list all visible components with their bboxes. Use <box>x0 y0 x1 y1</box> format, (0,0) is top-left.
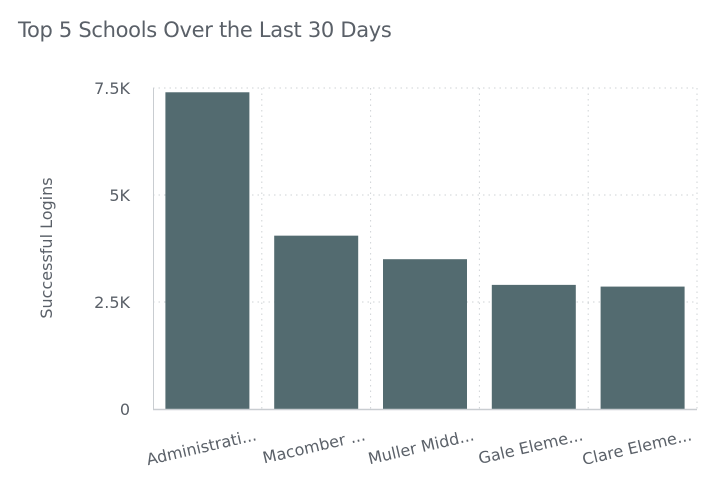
x-category-label: Gale Eleme... <box>476 425 584 468</box>
x-category-labels: Administrati... Macomber ... Muller Midd..… <box>145 425 694 469</box>
y-tick-label: 0 <box>120 400 130 419</box>
x-category-label: Macomber ... <box>261 425 367 467</box>
y-axis-title: Successful Logins <box>37 177 56 318</box>
grid-lines <box>153 87 698 409</box>
bar <box>600 286 685 409</box>
axes <box>153 88 697 411</box>
y-tick-label: 7.5K <box>94 79 130 98</box>
x-category-label: Clare Eleme... <box>580 425 693 469</box>
bars <box>165 92 685 409</box>
y-tick-label: 2.5K <box>94 293 130 312</box>
y-tick-labels: 0 2.5K 5K 7.5K <box>94 79 130 419</box>
chart-title: Top 5 Schools Over the Last 30 Days <box>18 18 392 42</box>
bar <box>274 235 359 409</box>
x-category-label: Administrati... <box>145 425 259 469</box>
x-category-label: Muller Midd... <box>366 425 476 468</box>
bar <box>165 92 250 409</box>
y-tick-label: 5K <box>109 186 130 205</box>
bar <box>491 284 576 409</box>
bar <box>383 259 467 409</box>
